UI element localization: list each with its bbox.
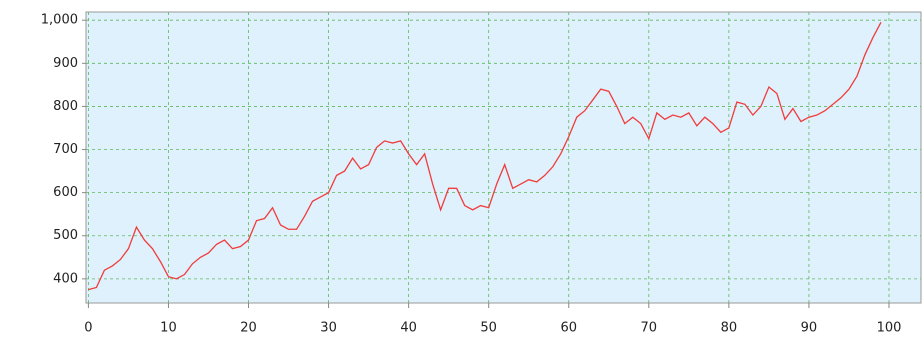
x-tick-label: 10 bbox=[160, 321, 177, 336]
y-tick-label: 500 bbox=[53, 228, 78, 243]
y-tick-label: 700 bbox=[53, 142, 78, 157]
plot-area bbox=[85, 11, 922, 304]
y-tick-label: 600 bbox=[53, 185, 78, 200]
x-tick-label: 50 bbox=[480, 321, 497, 336]
x-tick-label: 30 bbox=[320, 321, 337, 336]
y-tick-label: 800 bbox=[53, 99, 78, 114]
x-tick-label: 0 bbox=[84, 321, 92, 336]
x-tick-label: 70 bbox=[641, 321, 658, 336]
x-tick-label: 80 bbox=[721, 321, 738, 336]
data-line bbox=[88, 22, 882, 291]
x-tick-label: 60 bbox=[560, 321, 577, 336]
y-tick-label: 1,000 bbox=[41, 13, 78, 28]
x-tick-label: 100 bbox=[877, 321, 902, 336]
y-tick-label: 400 bbox=[53, 271, 78, 286]
x-tick-label: 40 bbox=[400, 321, 417, 336]
x-tick-label: 20 bbox=[240, 321, 257, 336]
x-tick-label: 90 bbox=[801, 321, 818, 336]
y-tick-label: 900 bbox=[53, 56, 78, 71]
